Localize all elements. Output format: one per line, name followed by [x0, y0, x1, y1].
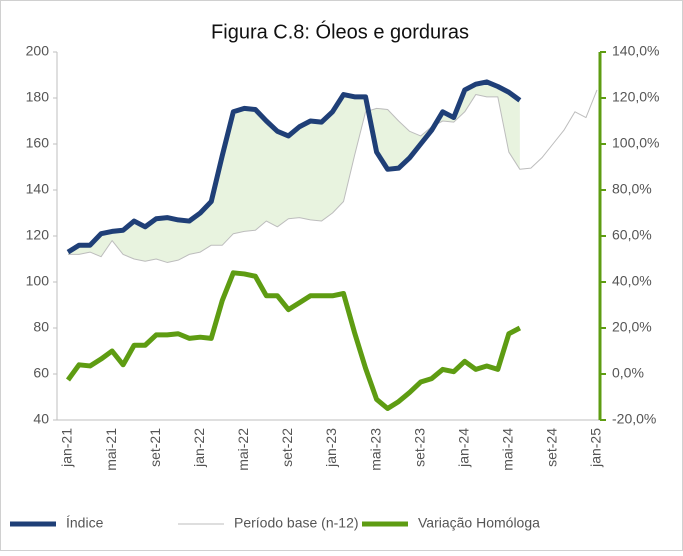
x-tick-label: mai-24	[500, 428, 516, 471]
y-tick-label: 40	[33, 411, 49, 427]
gap-area	[68, 81, 520, 263]
legend-label: Período base (n-12)	[234, 515, 359, 531]
x-tick-label: jan-24	[455, 428, 471, 468]
series-line	[68, 89, 598, 263]
y2-tick-label: 0,0%	[612, 365, 644, 381]
y2-tick-label: 20,0%	[612, 319, 652, 335]
x-tick-label: jan-22	[191, 428, 207, 468]
y2-tick-label: 40,0%	[612, 273, 652, 289]
y2-tick-label: 120,0%	[612, 89, 659, 105]
x-tick-label: mai-23	[367, 428, 383, 471]
chart-title: Figura C.8: Óleos e gorduras	[211, 20, 469, 43]
y2-tick-label: 60,0%	[612, 227, 652, 243]
x-tick-label: mai-22	[235, 428, 251, 471]
x-tick-label: jan-23	[323, 428, 339, 468]
y-tick-label: 200	[26, 43, 50, 59]
x-tick-label: set-24	[544, 428, 560, 467]
x-tick-label: jan-21	[59, 428, 75, 468]
y-tick-label: 60	[33, 365, 49, 381]
legend-label: Índice	[66, 515, 104, 531]
y-tick-label: 140	[26, 181, 50, 197]
y2-tick-label: 80,0%	[612, 181, 652, 197]
legend-label: Variação Homóloga	[418, 515, 540, 531]
x-tick-label: jan-25	[588, 428, 604, 468]
y-tick-label: 80	[33, 319, 49, 335]
series-line	[66, 79, 522, 255]
y2-tick-label: 100,0%	[612, 135, 659, 151]
y2-tick-label: -20,0%	[612, 411, 656, 427]
series-line	[65, 270, 522, 411]
y-tick-label: 120	[26, 227, 50, 243]
x-tick-label: mai-21	[103, 428, 119, 471]
x-tick-label: set-23	[411, 428, 427, 467]
y-tick-label: 180	[26, 89, 50, 105]
y2-tick-label: 140,0%	[612, 43, 659, 59]
x-tick-label: set-22	[279, 428, 295, 467]
y-tick-label: 100	[26, 273, 50, 289]
y-tick-label: 160	[26, 135, 50, 151]
x-tick-label: set-21	[147, 428, 163, 467]
